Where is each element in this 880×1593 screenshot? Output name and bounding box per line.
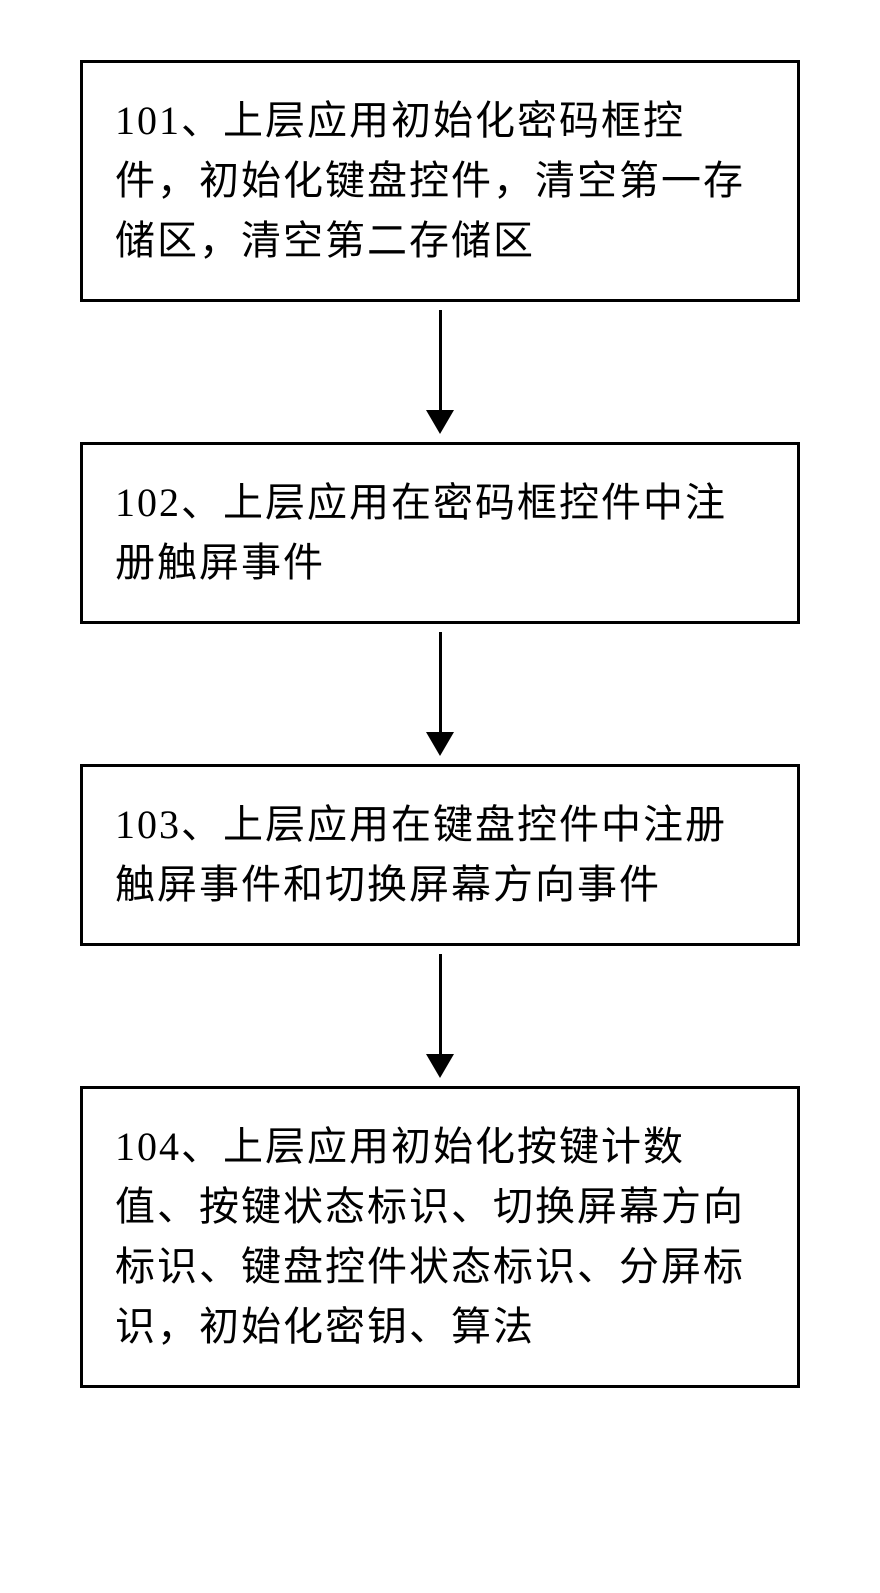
flow-arrow xyxy=(426,624,454,764)
arrow-line xyxy=(439,310,442,410)
arrow-line xyxy=(439,954,442,1054)
arrow-line xyxy=(439,632,442,732)
flow-node-text: 103、上层应用在键盘控件中注册触屏事件和切换屏幕方向事件 xyxy=(115,795,765,915)
flow-node-text: 104、上层应用初始化按键计数值、按键状态标识、切换屏幕方向标识、键盘控件状态标… xyxy=(115,1117,765,1357)
flow-node-101: 101、上层应用初始化密码框控件，初始化键盘控件，清空第一存储区，清空第二存储区 xyxy=(80,60,800,302)
arrow-head-icon xyxy=(426,732,454,756)
arrow-head-icon xyxy=(426,410,454,434)
flow-arrow xyxy=(426,946,454,1086)
flow-arrow xyxy=(426,302,454,442)
flowchart-container: 101、上层应用初始化密码框控件，初始化键盘控件，清空第一存储区，清空第二存储区… xyxy=(0,0,880,1388)
flow-node-text: 102、上层应用在密码框控件中注册触屏事件 xyxy=(115,473,765,593)
flow-node-104: 104、上层应用初始化按键计数值、按键状态标识、切换屏幕方向标识、键盘控件状态标… xyxy=(80,1086,800,1388)
flow-node-103: 103、上层应用在键盘控件中注册触屏事件和切换屏幕方向事件 xyxy=(80,764,800,946)
flow-node-102: 102、上层应用在密码框控件中注册触屏事件 xyxy=(80,442,800,624)
flow-node-text: 101、上层应用初始化密码框控件，初始化键盘控件，清空第一存储区，清空第二存储区 xyxy=(115,91,765,271)
arrow-head-icon xyxy=(426,1054,454,1078)
